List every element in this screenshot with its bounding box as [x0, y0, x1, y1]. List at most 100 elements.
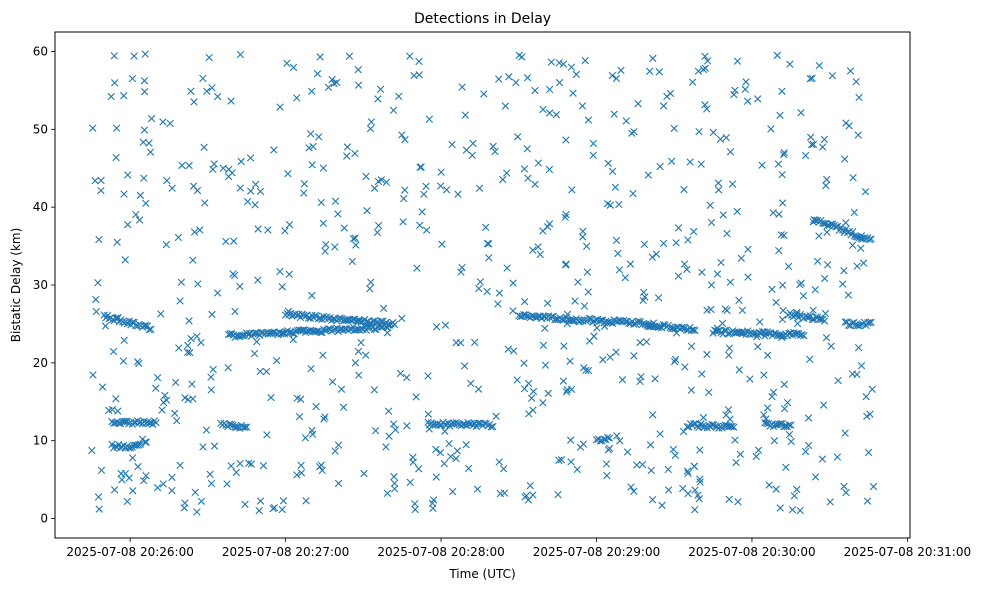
data-point: [317, 461, 326, 469]
data-point: [89, 371, 97, 379]
data-point: [406, 52, 414, 60]
data-point: [726, 148, 735, 156]
data-point: [822, 333, 831, 342]
data-point: [391, 426, 400, 434]
data-point: [561, 213, 569, 221]
data-point: [97, 466, 106, 475]
data-point: [241, 423, 249, 432]
data-point: [219, 164, 227, 172]
data-point: [840, 482, 848, 491]
y-tick-label: 60: [33, 44, 48, 58]
data-point: [713, 270, 722, 278]
data-point: [207, 373, 215, 381]
data-point: [698, 268, 706, 276]
data-point: [776, 111, 784, 119]
data-point: [649, 411, 657, 419]
data-point: [178, 161, 186, 170]
data-point: [229, 270, 237, 278]
y-tick-label: 40: [33, 200, 48, 214]
data-point: [263, 431, 271, 439]
x-tick-label: 2025-07-08 20:31:00: [844, 545, 971, 559]
data-point: [152, 419, 160, 427]
data-point: [531, 86, 539, 95]
data-point: [237, 157, 245, 166]
data-point: [524, 496, 533, 504]
data-point: [615, 266, 624, 274]
data-point: [331, 197, 340, 205]
data-point: [840, 267, 848, 275]
data-point: [637, 372, 645, 381]
data-point: [473, 485, 482, 493]
data-point: [390, 479, 399, 487]
data-point: [634, 99, 642, 108]
data-point: [112, 153, 120, 162]
data-point: [333, 78, 341, 87]
data-point: [385, 432, 393, 440]
data-point: [213, 92, 222, 101]
data-point: [351, 234, 359, 242]
data-point: [110, 486, 119, 494]
data-point: [203, 87, 211, 95]
data-point: [365, 319, 374, 328]
data-point: [128, 454, 137, 462]
data-point: [621, 273, 629, 282]
data-point: [516, 312, 525, 321]
data-point: [97, 176, 105, 185]
data-point: [293, 94, 301, 102]
data-point: [573, 465, 581, 474]
data-point: [236, 184, 244, 192]
data-point: [612, 74, 621, 83]
data-point: [135, 216, 144, 224]
data-point: [436, 182, 445, 190]
data-point: [129, 487, 137, 495]
data-point: [140, 476, 148, 485]
data-point: [348, 257, 356, 266]
data-point: [227, 462, 235, 470]
data-point: [536, 250, 545, 259]
data-point: [680, 260, 689, 268]
data-point: [94, 278, 102, 287]
data-point: [582, 242, 591, 250]
data-point: [807, 133, 815, 141]
data-point: [687, 342, 696, 351]
data-point: [205, 53, 213, 62]
data-point: [340, 224, 348, 232]
data-point: [855, 93, 863, 102]
data-point: [826, 498, 834, 506]
data-point: [722, 134, 730, 142]
data-point: [804, 414, 813, 422]
data-point: [456, 339, 465, 347]
data-point: [316, 53, 324, 61]
data-point: [284, 307, 293, 315]
data-point: [786, 60, 794, 68]
data-point: [608, 71, 617, 80]
data-point: [110, 79, 119, 87]
data-point: [354, 66, 362, 74]
data-point: [527, 394, 536, 402]
data-point: [691, 326, 699, 335]
data-point: [403, 373, 411, 382]
data-point: [307, 364, 315, 373]
data-point: [300, 189, 308, 197]
data-point: [412, 393, 420, 401]
data-point: [213, 289, 222, 297]
data-point: [841, 155, 849, 163]
data-point: [135, 441, 143, 449]
data-point: [112, 395, 120, 403]
data-point: [308, 291, 316, 300]
data-point: [854, 131, 862, 139]
data-point: [308, 87, 316, 95]
data-point: [499, 465, 508, 473]
data-point: [503, 169, 511, 177]
data-point: [448, 140, 456, 149]
data-point: [142, 472, 150, 480]
y-tick-label: 10: [33, 434, 48, 448]
data-point: [145, 326, 153, 334]
data-point: [674, 224, 683, 232]
data-point: [97, 186, 105, 195]
data-point: [658, 501, 666, 510]
data-point: [697, 160, 705, 168]
data-point: [400, 194, 408, 203]
y-tick-label: 30: [33, 278, 48, 292]
data-point: [443, 186, 451, 194]
